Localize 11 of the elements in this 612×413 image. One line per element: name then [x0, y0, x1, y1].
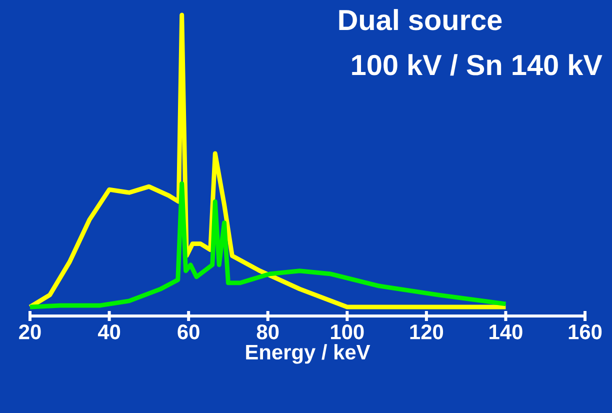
x-tick-label: 160 [568, 324, 602, 340]
x-tick-label: 80 [256, 324, 279, 340]
x-tick-label: 120 [410, 324, 444, 340]
x-tick-label: 20 [19, 324, 41, 340]
x-tick-label: 40 [98, 324, 120, 340]
x-tick-label: 140 [490, 324, 522, 340]
x-tick-label: 60 [178, 324, 200, 340]
text: 100 kV / Sn 140 kV [352, 54, 602, 76]
x-axis-title: Energy / keV [246, 344, 370, 364]
chart-title: Dual source [339, 9, 502, 30]
x-tick-label: 100 [331, 324, 364, 340]
